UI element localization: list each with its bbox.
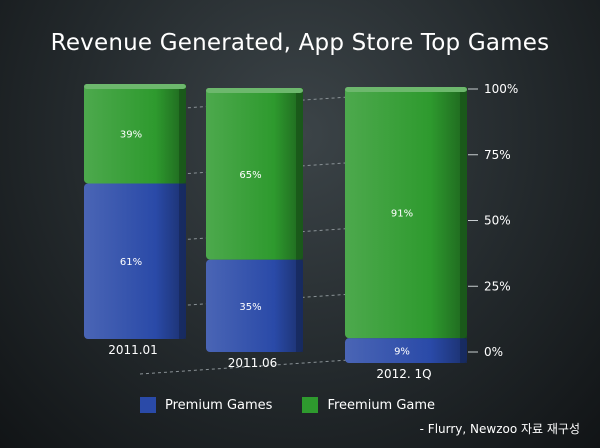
gridline-25 bbox=[139, 285, 469, 309]
data-label-2012-1q-premium: 9% bbox=[394, 347, 410, 358]
bar-top-cap-2012-1q bbox=[345, 87, 467, 92]
y-tick-label-75: 75% bbox=[484, 148, 511, 162]
category-label-2011-01: 2011.01 bbox=[108, 343, 158, 357]
data-label-2011-01-premium: 61% bbox=[120, 257, 142, 268]
bar-bevel-2011-06-0 bbox=[296, 259, 303, 352]
bar-2011-06-premium bbox=[206, 259, 303, 352]
legend: Premium Games Freemium Game bbox=[140, 394, 465, 416]
category-label-2011-06: 2011.06 bbox=[228, 356, 278, 370]
y-tick-label-0: 0% bbox=[484, 345, 503, 359]
legend-swatch-premium bbox=[140, 397, 156, 413]
legend-swatch-freemium bbox=[302, 397, 319, 413]
bar-bevel-2011-01-1 bbox=[179, 84, 186, 184]
y-tick-label-25: 25% bbox=[484, 279, 511, 293]
chart-title: Revenue Generated, App Store Top Games bbox=[50, 30, 550, 56]
legend-item-freemium: Freemium Game bbox=[302, 397, 435, 413]
bars-layer bbox=[84, 84, 467, 363]
gridline-0 bbox=[139, 351, 469, 375]
gridline-75 bbox=[139, 154, 469, 178]
bar-2011-06-freemium bbox=[206, 88, 303, 260]
data-label-2011-01-freemium: 39% bbox=[120, 130, 142, 141]
legend-label-freemium: Freemium Game bbox=[327, 397, 436, 413]
legend-label-premium: Premium Games bbox=[165, 397, 273, 413]
bar-2011-01-premium bbox=[84, 183, 186, 339]
y-tick-label-50: 50% bbox=[484, 214, 511, 228]
source-note: - Flurry, Newzoo 자료 재구성 bbox=[419, 422, 580, 436]
bar-bevel-2011-06-1 bbox=[296, 88, 303, 260]
bar-bevel-2012-1q-1 bbox=[460, 87, 467, 339]
data-label-2011-06-premium: 35% bbox=[239, 302, 261, 313]
bar-bevel-2011-01-0 bbox=[179, 183, 186, 339]
gridline-50 bbox=[139, 220, 469, 243]
category-label-2012-1q: 2012. 1Q bbox=[376, 367, 431, 381]
data-label-2012-1q-freemium: 91% bbox=[391, 209, 413, 220]
bar-bevel-2012-1q-0 bbox=[460, 338, 467, 363]
bar-top-cap-2011-06 bbox=[206, 88, 303, 93]
labels-layer: 0% 25% 50% 75% 100% 61% 39% 2011.01 35% 65% 2011.0… bbox=[108, 82, 518, 381]
bar-2012-1q-premium bbox=[345, 338, 467, 363]
data-label-2011-06-freemium: 65% bbox=[239, 170, 261, 181]
gridline-100 bbox=[139, 88, 469, 112]
bar-2011-01-freemium bbox=[84, 84, 186, 184]
grid-layer bbox=[139, 88, 478, 375]
y-tick-label-100: 100% bbox=[484, 82, 518, 96]
bar-top-cap-2011-01 bbox=[84, 84, 186, 89]
bar-2012-1q-freemium bbox=[345, 87, 467, 339]
legend-item-premium: Premium Games bbox=[140, 397, 272, 413]
